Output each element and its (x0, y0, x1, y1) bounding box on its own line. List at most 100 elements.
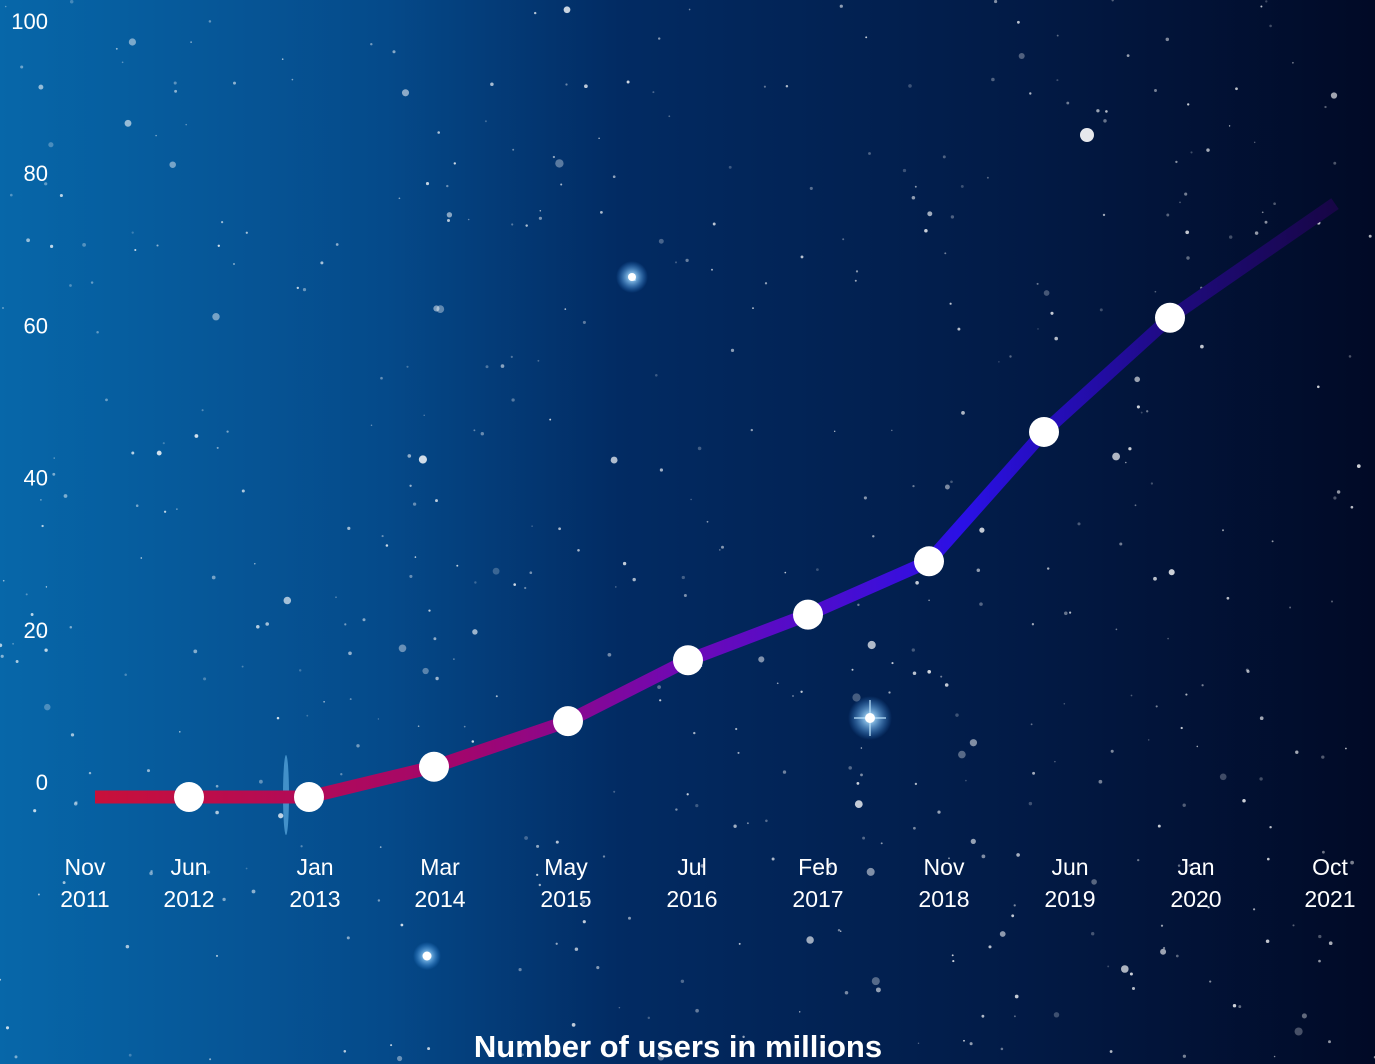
star (534, 11, 537, 15)
star (1000, 1047, 1004, 1051)
star (1330, 92, 1338, 99)
star (1175, 954, 1179, 958)
star (697, 446, 702, 451)
star (2, 579, 5, 582)
star (1324, 105, 1327, 109)
star (500, 364, 505, 368)
star (657, 1054, 665, 1061)
star (15, 660, 19, 663)
star (453, 162, 456, 165)
y-tick-label: 0 (36, 770, 48, 795)
star (221, 221, 224, 224)
star (1271, 540, 1274, 543)
star (193, 649, 198, 654)
star (406, 365, 409, 368)
star (1196, 745, 1199, 748)
star (115, 47, 118, 50)
star (245, 231, 248, 234)
star (39, 633, 42, 636)
star (146, 769, 151, 773)
star (1054, 760, 1056, 763)
star (398, 644, 407, 653)
star (758, 656, 765, 663)
star (854, 800, 863, 808)
star (860, 773, 863, 777)
star (944, 484, 950, 490)
bright-star (616, 261, 648, 293)
star (12, 642, 15, 645)
star (537, 359, 540, 362)
star (349, 698, 352, 701)
star (447, 219, 450, 222)
star (1206, 148, 1210, 152)
star (380, 376, 383, 380)
star (711, 268, 713, 271)
star (1226, 596, 1230, 600)
star (1318, 959, 1321, 963)
star (999, 931, 1006, 937)
star (800, 255, 804, 259)
star (1134, 376, 1141, 383)
star (96, 331, 99, 334)
star (1053, 1012, 1060, 1018)
star (833, 430, 836, 433)
star (495, 695, 498, 698)
star (1119, 542, 1123, 546)
star (190, 41, 192, 43)
star (412, 502, 417, 506)
star (409, 484, 412, 487)
star (215, 954, 219, 957)
star (467, 218, 470, 221)
star (474, 581, 477, 584)
star (1345, 747, 1347, 750)
star (418, 455, 427, 464)
star (511, 398, 515, 402)
star (700, 864, 705, 868)
star (1103, 119, 1107, 123)
star (626, 80, 630, 84)
star (1322, 850, 1325, 854)
star (1167, 637, 1169, 640)
star (746, 822, 749, 825)
star (407, 454, 412, 458)
star (891, 662, 894, 665)
star (1013, 904, 1016, 907)
star (212, 313, 220, 321)
star (555, 840, 559, 844)
star (1037, 328, 1039, 330)
star (584, 84, 588, 89)
star (960, 184, 964, 188)
star (1273, 202, 1276, 206)
star (1099, 308, 1103, 312)
star (134, 248, 137, 252)
star (296, 286, 299, 290)
star (44, 703, 51, 711)
star (1177, 864, 1181, 867)
star (174, 89, 178, 93)
bright-star (1080, 128, 1094, 142)
star (525, 224, 528, 227)
star (536, 873, 539, 877)
star (531, 525, 533, 527)
star (69, 0, 74, 4)
star (976, 568, 981, 572)
star (453, 658, 455, 660)
star (598, 137, 600, 140)
star (785, 84, 789, 88)
star (571, 1023, 576, 1027)
data-point (419, 751, 449, 782)
star (179, 731, 181, 733)
star (131, 451, 135, 455)
star (1128, 447, 1132, 451)
star (581, 900, 586, 904)
x-tick-label: Nov 2018 (918, 854, 969, 912)
star (1182, 803, 1186, 807)
star (1184, 192, 1188, 196)
star (385, 544, 389, 547)
bright-stars (283, 128, 1094, 970)
star (208, 20, 212, 23)
star (695, 804, 699, 808)
star (764, 282, 768, 285)
